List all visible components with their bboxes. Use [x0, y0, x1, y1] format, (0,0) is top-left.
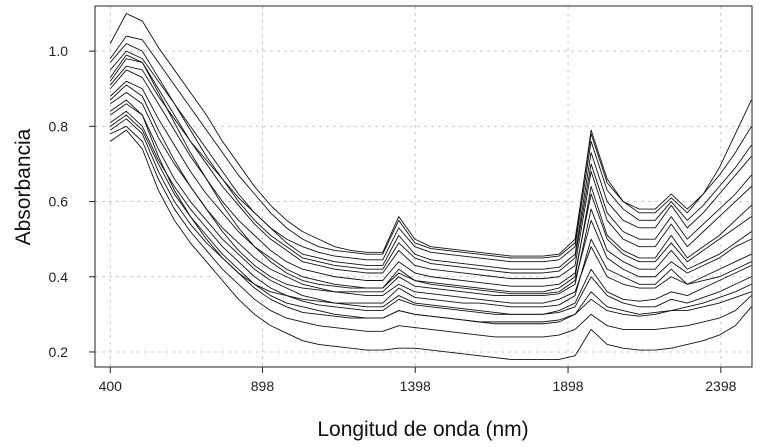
spectrum-line-7: [109, 69, 752, 287]
x-tick-label: 1398: [400, 378, 431, 394]
y-tick-label: 0.2: [49, 344, 69, 360]
spectrum-line-13: [109, 84, 752, 296]
y-tick-label: 0.6: [49, 194, 69, 210]
spectrum-line-16: [109, 65, 752, 263]
spectrum-line-1: [110, 129, 752, 360]
y-tick-label: 0.4: [49, 269, 69, 285]
plot-frame: [94, 5, 753, 368]
spectrum-line-14: [109, 54, 752, 293]
axes: 400 898 1398 1898 2398 0.2 0.4 0.6 0.8 1.0: [49, 43, 737, 394]
spectrum-line-4: [110, 103, 752, 315]
y-axis-title: Absorbancia: [12, 128, 35, 245]
spectrum-line-10: [109, 35, 752, 259]
spectrum-line-2: [110, 125, 752, 338]
x-axis-title: Longitud de onda (nm): [317, 418, 528, 441]
x-tick-label: 898: [251, 378, 275, 394]
y-tick-label: 1.0: [49, 43, 69, 59]
spectrum-line-17: [109, 43, 752, 274]
spectrum-line-12: [110, 99, 752, 308]
spectrum-line-6: [109, 80, 752, 295]
x-tick-label: 1898: [552, 378, 583, 394]
spectrum-line-5: [110, 92, 752, 304]
spectrum-line-11: [109, 13, 752, 257]
spectrum-line-9: [109, 50, 752, 270]
spectrum-line-8: [109, 58, 752, 280]
spectrum-line-18: [110, 110, 752, 315]
x-tick-label: 400: [99, 378, 123, 394]
y-tick-label: 0.8: [49, 118, 69, 134]
spectra-series: [109, 13, 752, 360]
x-tick-label: 2398: [705, 378, 736, 394]
spectrum-line-15: [110, 118, 752, 323]
spectrum-line-3: [110, 114, 752, 325]
